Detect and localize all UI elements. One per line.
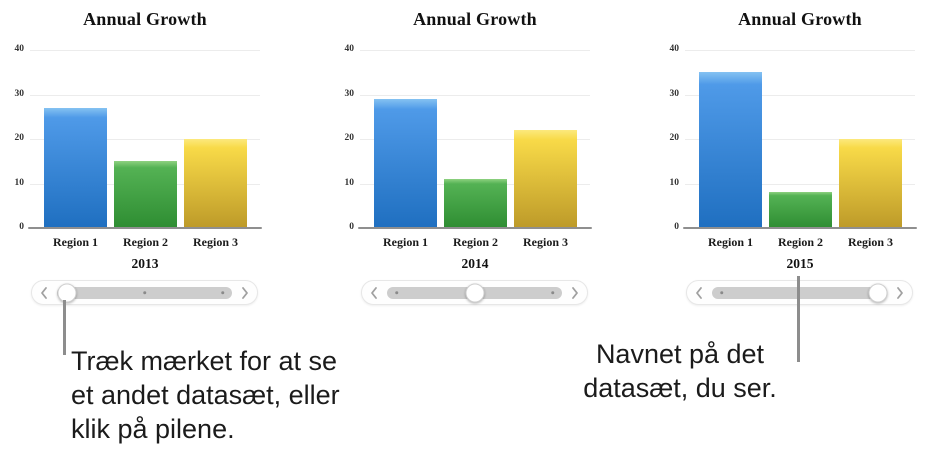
chart-2015: Annual Growth 40 30 20 10 0 Region 1 Region 2… (661, 0, 917, 312)
category-label: Region 3 (523, 235, 568, 249)
x-axis-line (683, 227, 917, 229)
gridline-30 (360, 94, 590, 96)
slider-detent-dot (394, 290, 399, 295)
category-label: Region 1 (383, 235, 428, 249)
slider-prev-button[interactable] (367, 286, 381, 300)
category-label: Region 1 (708, 235, 753, 249)
x-axis-line (358, 227, 592, 229)
slider-detent-dot (550, 290, 555, 295)
dataset-name-label: 2013 (131, 256, 159, 271)
bar-region-1 (44, 107, 107, 228)
bar-region-1 (374, 98, 437, 228)
slider-prev-button[interactable] (692, 286, 706, 300)
x-axis-line (28, 227, 262, 229)
slider-thumb[interactable] (868, 283, 887, 302)
chart-2014: Annual Growth 40 30 20 10 0 Region 1 Region 2… (336, 0, 592, 312)
gridline-40 (685, 50, 915, 51)
y-axis-tick-label: 20 (14, 133, 25, 143)
y-axis-tick-label: 40 (344, 44, 355, 54)
callout-line-dataset-name (797, 276, 800, 362)
chart-title: Annual Growth (738, 9, 862, 29)
note-drag-marker: Træk mærket for at se et andet datasæt, … (71, 346, 340, 444)
chevron-right-icon (897, 286, 903, 299)
y-axis-tick-label: 10 (344, 177, 355, 188)
dataset-name-label: 2014 (461, 256, 489, 271)
y-axis-tick-label: 10 (14, 177, 25, 188)
slider-next-button[interactable] (238, 286, 252, 300)
bar-region-3 (514, 130, 577, 228)
chart-title: Annual Growth (413, 9, 537, 29)
gridline-20 (685, 139, 915, 140)
gridline-40 (30, 50, 260, 51)
gridline-30 (30, 94, 260, 96)
y-axis-tick-label: 30 (14, 88, 25, 99)
category-labels: Region 1 Region 2 Region 3 (685, 235, 915, 251)
bar-region-2 (444, 179, 507, 228)
y-axis-tick-label: 10 (669, 177, 680, 188)
chevron-right-icon (572, 286, 578, 299)
category-label: Region 2 (123, 235, 168, 249)
slider-detent-dot (719, 290, 724, 295)
chevron-right-icon (242, 286, 248, 299)
dataset-slider[interactable] (361, 280, 588, 305)
gridline-40 (360, 50, 590, 51)
gridline-10 (685, 183, 915, 185)
note-dataset-name: Navnet på det datasæt, du ser. (583, 339, 777, 403)
chevron-left-icon (696, 286, 702, 299)
chevron-left-icon (371, 286, 377, 299)
category-label: Region 3 (193, 235, 238, 249)
bar-region-1 (699, 72, 762, 228)
dataset-slider[interactable] (31, 280, 258, 305)
gridline-20 (30, 139, 260, 140)
category-labels: Region 1 Region 2 Region 3 (30, 235, 260, 251)
callout-line-slider-thumb (63, 300, 66, 355)
bar-region-3 (184, 139, 247, 228)
slider-thumb[interactable] (465, 283, 484, 302)
y-axis-tick-label: 30 (344, 88, 355, 99)
chart-title: Annual Growth (83, 9, 207, 29)
slider-next-button[interactable] (568, 286, 582, 300)
slider-next-button[interactable] (893, 286, 907, 300)
y-axis-tick-label: 0 (349, 222, 354, 232)
y-axis-tick-label: 20 (669, 133, 680, 143)
category-label: Region 3 (848, 235, 893, 249)
category-labels: Region 1 Region 2 Region 3 (360, 235, 590, 251)
slider-prev-button[interactable] (37, 286, 51, 300)
chevron-left-icon (41, 286, 47, 299)
gridline-30 (685, 94, 915, 96)
category-label: Region 2 (453, 235, 498, 249)
slider-track[interactable] (387, 283, 562, 302)
gridline-20 (360, 139, 590, 140)
y-axis-tick-label: 40 (669, 44, 680, 54)
bar-region-2 (769, 192, 832, 228)
y-axis-tick-label: 0 (674, 222, 679, 232)
bar-region-3 (839, 139, 902, 228)
y-axis-tick-label: 30 (669, 88, 680, 99)
plot-area: 40 30 20 10 0 (345, 44, 592, 232)
slider-detent-dot (220, 290, 225, 295)
bar-region-2 (114, 161, 177, 228)
plot-area: 40 30 20 10 0 (15, 44, 262, 232)
slider-detent-dot (142, 290, 147, 295)
y-axis-tick-label: 0 (19, 222, 24, 232)
category-label: Region 2 (778, 235, 823, 249)
chart-2013: Annual Growth 40 30 20 10 0 Region 1 Region 2… (6, 0, 262, 312)
category-label: Region 1 (53, 235, 98, 249)
y-axis-tick-label: 40 (14, 44, 25, 54)
y-axis-tick-label: 20 (344, 133, 355, 143)
plot-area: 40 30 20 10 0 (670, 44, 917, 232)
dataset-name-label: 2015 (786, 256, 814, 271)
slider-thumb[interactable] (57, 283, 76, 302)
slider-track[interactable] (57, 283, 232, 302)
